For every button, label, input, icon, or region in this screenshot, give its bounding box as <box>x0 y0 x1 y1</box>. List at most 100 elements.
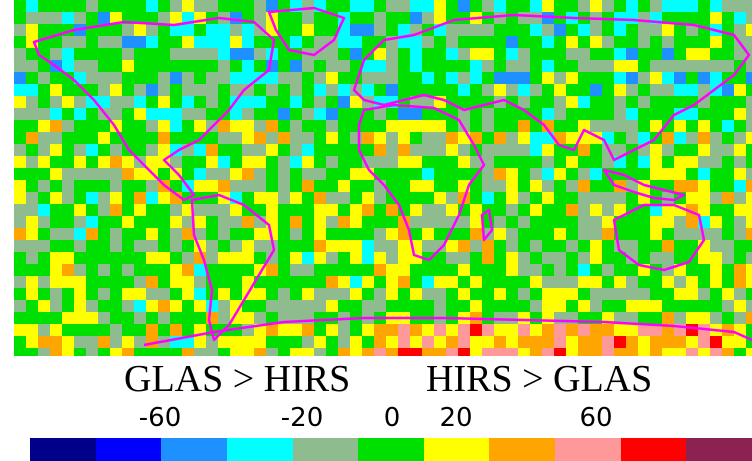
map-cell <box>506 240 518 252</box>
map-cell <box>194 0 206 12</box>
map-cell <box>554 336 566 348</box>
difference-map <box>14 0 752 356</box>
map-cell <box>14 192 26 204</box>
map-cell <box>134 204 146 216</box>
map-cell <box>374 264 386 276</box>
map-cell <box>206 96 218 108</box>
map-cell <box>614 348 626 356</box>
map-cell <box>542 60 554 72</box>
map-cell <box>710 156 722 168</box>
map-cell <box>506 180 518 192</box>
map-cell <box>626 60 638 72</box>
map-cell <box>638 132 650 144</box>
map-cell <box>158 300 170 312</box>
map-cell <box>266 252 278 264</box>
map-cell <box>650 228 662 240</box>
map-cell <box>110 324 122 336</box>
map-cell <box>566 288 578 300</box>
map-cell <box>50 120 62 132</box>
map-cell <box>746 192 752 204</box>
map-cell <box>122 96 134 108</box>
map-cell <box>698 144 710 156</box>
map-cell <box>386 348 398 356</box>
map-cell <box>422 132 434 144</box>
map-cell <box>326 288 338 300</box>
map-cell <box>614 108 626 120</box>
map-cell <box>326 48 338 60</box>
map-cell <box>506 144 518 156</box>
map-cell <box>14 240 26 252</box>
map-cell <box>326 60 338 72</box>
map-cell <box>650 60 662 72</box>
map-cell <box>86 216 98 228</box>
map-cell <box>554 168 566 180</box>
map-cell <box>458 324 470 336</box>
map-cell <box>614 60 626 72</box>
map-cell <box>338 324 350 336</box>
map-cell <box>422 168 434 180</box>
map-cell <box>74 144 86 156</box>
map-cell <box>14 276 26 288</box>
map-cell <box>434 132 446 144</box>
label-hirs-greater: HIRS > GLAS <box>426 358 653 400</box>
map-cell <box>410 108 422 120</box>
map-cell <box>614 336 626 348</box>
map-cell <box>398 228 410 240</box>
map-cell <box>362 300 374 312</box>
map-cell <box>746 228 752 240</box>
map-cell <box>638 288 650 300</box>
map-cell <box>518 336 530 348</box>
map-cell <box>434 204 446 216</box>
map-cell <box>470 60 482 72</box>
map-cell <box>422 348 434 356</box>
map-cell <box>626 348 638 356</box>
map-cell <box>50 144 62 156</box>
coastline-madagascar <box>480 208 494 242</box>
map-cell <box>434 288 446 300</box>
map-cell <box>542 336 554 348</box>
map-cell <box>458 72 470 84</box>
map-cell <box>158 192 170 204</box>
map-cell <box>494 312 506 324</box>
colorbar-segment <box>489 438 556 461</box>
map-cell <box>122 336 134 348</box>
map-cell <box>446 204 458 216</box>
map-cell <box>650 204 662 216</box>
coastline-south-america <box>190 193 276 342</box>
map-cell <box>134 288 146 300</box>
map-cell <box>422 324 434 336</box>
map-cell <box>50 252 62 264</box>
map-cell <box>146 228 158 240</box>
map-cell <box>746 216 752 228</box>
map-cell <box>254 0 266 12</box>
map-cell <box>170 276 182 288</box>
map-cell <box>578 276 590 288</box>
map-cell <box>146 252 158 264</box>
map-cell <box>650 156 662 168</box>
map-cell <box>14 156 26 168</box>
map-cell <box>494 12 506 24</box>
map-cell <box>134 36 146 48</box>
map-cell <box>470 324 482 336</box>
map-cell <box>302 288 314 300</box>
map-cell <box>542 24 554 36</box>
map-cell <box>266 132 278 144</box>
map-cell <box>470 336 482 348</box>
map-cell <box>290 144 302 156</box>
map-cell <box>590 288 602 300</box>
map-cell <box>458 288 470 300</box>
map-cell <box>674 228 686 240</box>
map-cell <box>242 252 254 264</box>
map-cell <box>566 324 578 336</box>
map-cell <box>650 348 662 356</box>
map-cell <box>110 168 122 180</box>
map-cell <box>146 120 158 132</box>
map-cell <box>494 288 506 300</box>
map-cell <box>50 276 62 288</box>
map-cell <box>686 24 698 36</box>
map-cell <box>218 228 230 240</box>
map-cell <box>518 12 530 24</box>
map-cell <box>686 48 698 60</box>
map-cell <box>38 72 50 84</box>
map-cell <box>50 12 62 24</box>
